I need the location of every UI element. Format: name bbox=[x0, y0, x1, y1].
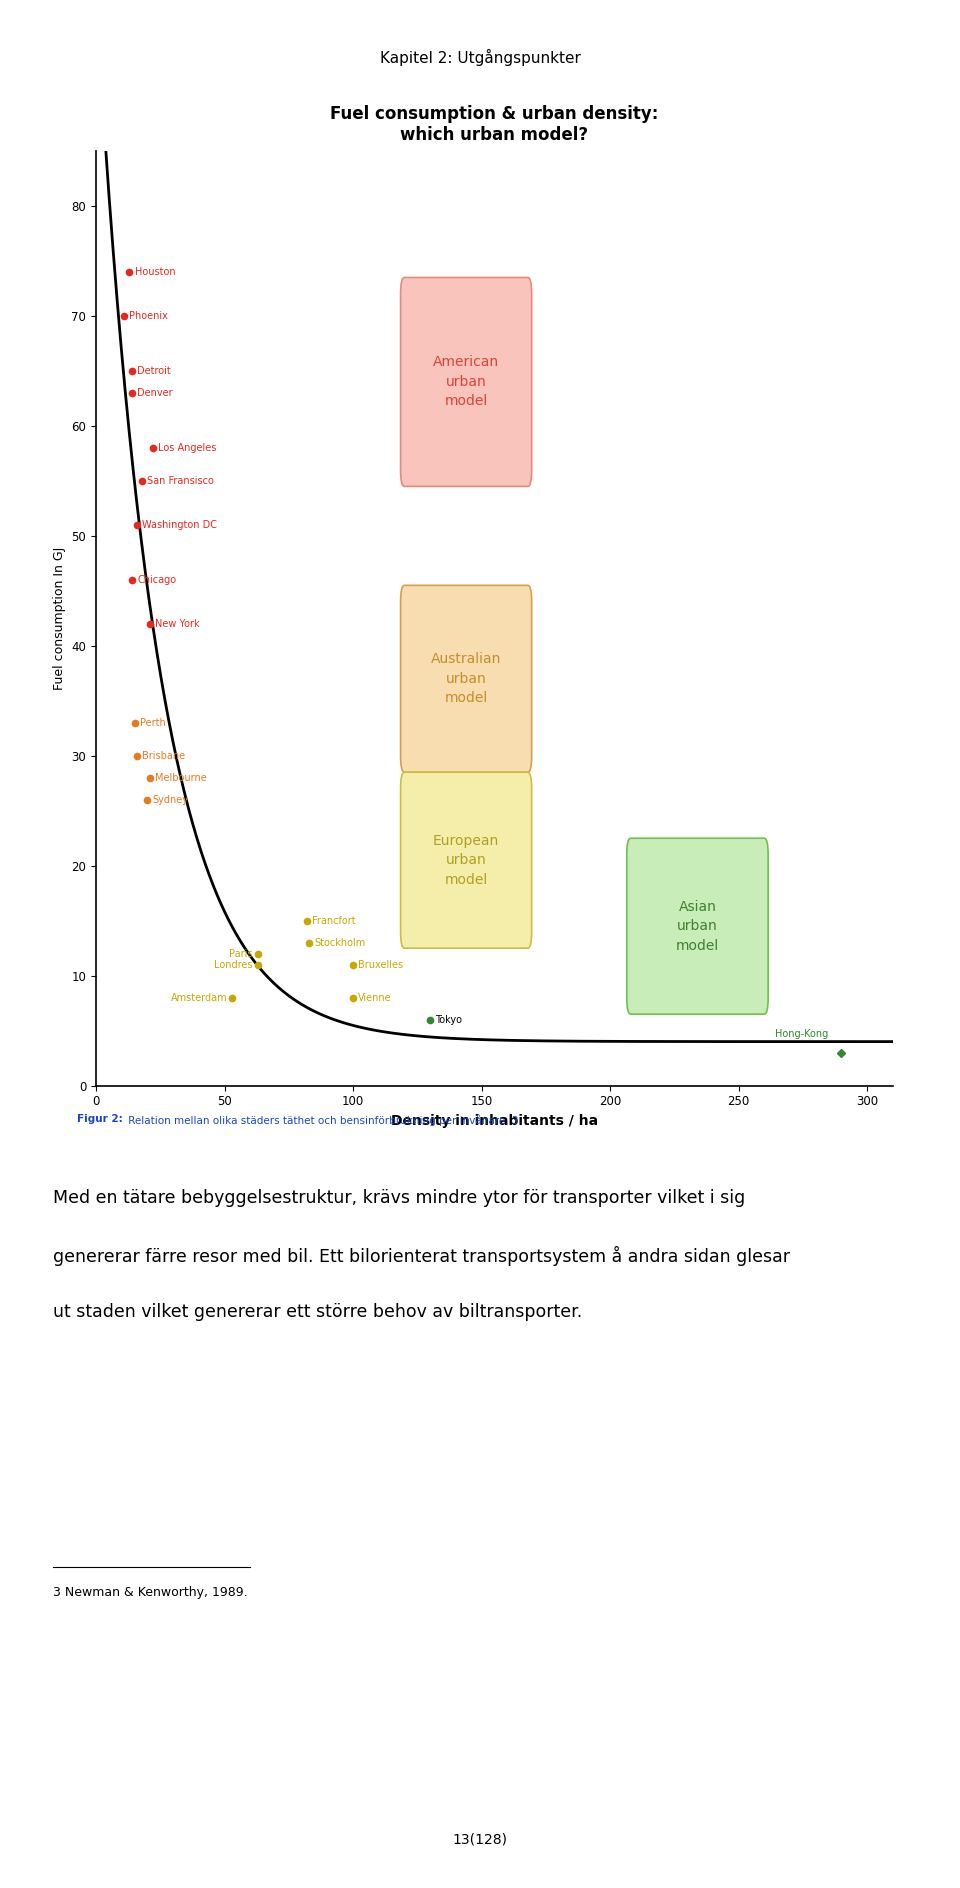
Text: Asian
urban
model: Asian urban model bbox=[676, 901, 719, 953]
FancyBboxPatch shape bbox=[627, 838, 768, 1014]
Text: Med en tätare bebyggelsestruktur, krävs mindre ytor för transporter vilket i sig: Med en tätare bebyggelsestruktur, krävs … bbox=[53, 1189, 745, 1208]
Text: Houston: Houston bbox=[134, 266, 175, 278]
X-axis label: Density in inhabitants / ha: Density in inhabitants / ha bbox=[391, 1114, 598, 1127]
Text: Sydney: Sydney bbox=[153, 795, 188, 804]
Text: American
urban
model: American urban model bbox=[433, 355, 499, 408]
Y-axis label: Fuel consumption In GJ: Fuel consumption In GJ bbox=[53, 548, 66, 689]
Text: Francfort: Francfort bbox=[312, 916, 355, 925]
Text: Stockholm: Stockholm bbox=[315, 938, 366, 948]
Text: Chicago: Chicago bbox=[137, 574, 177, 585]
FancyBboxPatch shape bbox=[400, 772, 532, 948]
Text: genererar färre resor med bil. Ett bilorienterat transportsystem å andra sidan g: genererar färre resor med bil. Ett bilor… bbox=[53, 1246, 790, 1267]
Text: Australian
urban
model: Australian urban model bbox=[431, 651, 501, 706]
Text: Londres: Londres bbox=[214, 959, 252, 970]
Text: Washington DC: Washington DC bbox=[142, 519, 217, 531]
Text: Hong-Kong: Hong-Kong bbox=[776, 1029, 828, 1040]
FancyBboxPatch shape bbox=[400, 278, 532, 487]
Text: Melbourne: Melbourne bbox=[156, 772, 206, 784]
Text: Paris: Paris bbox=[229, 948, 252, 959]
Text: Los Angeles: Los Angeles bbox=[157, 444, 216, 453]
Text: 3 Newman & Kenworthy, 1989.: 3 Newman & Kenworthy, 1989. bbox=[53, 1586, 248, 1599]
Text: 13(128): 13(128) bbox=[452, 1833, 508, 1846]
Text: San Fransisco: San Fransisco bbox=[148, 476, 214, 485]
Text: Denver: Denver bbox=[137, 387, 173, 398]
Text: Vienne: Vienne bbox=[358, 993, 392, 1003]
Text: Kapitel 2: Utgångspunkter: Kapitel 2: Utgångspunkter bbox=[379, 49, 581, 66]
Text: Perth: Perth bbox=[140, 717, 165, 727]
Text: Phoenix: Phoenix bbox=[130, 312, 168, 321]
FancyBboxPatch shape bbox=[400, 585, 532, 772]
Text: Amsterdam: Amsterdam bbox=[171, 993, 228, 1003]
Text: Brisbane: Brisbane bbox=[142, 751, 185, 761]
Text: European
urban
model: European urban model bbox=[433, 834, 499, 887]
Text: Bruxelles: Bruxelles bbox=[358, 959, 403, 970]
Text: ut staden vilket genererar ett större behov av biltransporter.: ut staden vilket genererar ett större be… bbox=[53, 1303, 582, 1322]
Text: Tokyo: Tokyo bbox=[435, 1014, 463, 1025]
Text: Relation mellan olika städers täthet och bensinförbrukning per invånare. 3: Relation mellan olika städers täthet och… bbox=[125, 1114, 518, 1125]
Text: Figur 2:: Figur 2: bbox=[77, 1114, 123, 1123]
Text: New York: New York bbox=[156, 619, 200, 629]
Title: Fuel consumption & urban density:
which urban model?: Fuel consumption & urban density: which … bbox=[330, 106, 659, 143]
Text: Detroit: Detroit bbox=[137, 366, 171, 376]
